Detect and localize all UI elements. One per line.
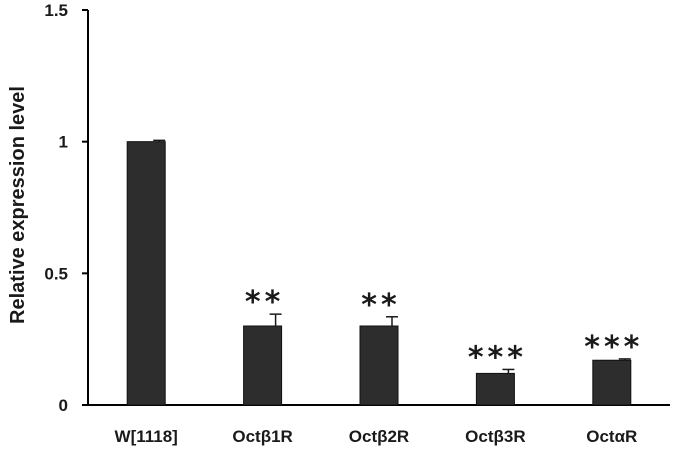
bar: [475, 372, 515, 406]
y-axis: 0 0.5 1 1.5: [44, 1, 89, 415]
significance-label: ***: [468, 340, 527, 375]
y-tick-label: 1.5: [44, 1, 68, 20]
category-labels: W[1118] ** Octβ1R ** Octβ2R *** Octβ3R *** OctαR: [115, 285, 643, 446]
bar: [243, 325, 283, 406]
x-tick-label: Octβ1R: [232, 427, 292, 446]
significance-label: **: [361, 288, 400, 323]
x-tick-label: Octβ3R: [465, 427, 525, 446]
bars: [126, 139, 632, 406]
x-tick-label: OctαR: [586, 427, 637, 446]
bar: [359, 325, 399, 406]
y-tick-label: 0: [59, 396, 68, 415]
significance-label: **: [245, 285, 284, 320]
significance-label: ***: [584, 330, 643, 365]
y-tick-label: 1: [59, 133, 68, 152]
y-tick-label: 0.5: [44, 264, 68, 283]
bar: [592, 359, 632, 406]
x-tick-label: W[1118]: [115, 427, 178, 446]
bar: [126, 141, 166, 406]
y-axis-title: Relative expression level: [7, 86, 29, 324]
x-tick-label: Octβ2R: [349, 427, 409, 446]
